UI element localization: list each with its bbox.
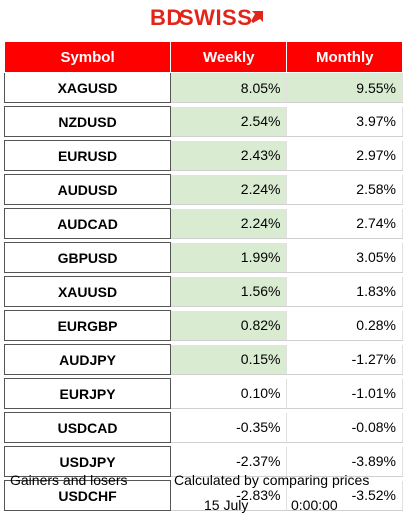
weekly-change-cell: -0.35% bbox=[170, 412, 288, 443]
footer-calculation-note: Calculated by comparing prices bbox=[174, 472, 370, 488]
row-spacer-cell bbox=[4, 170, 403, 175]
table-row: AUDUSD 2.24% 2.58% bbox=[3, 174, 403, 205]
weekly-change-cell: 1.99% bbox=[170, 242, 288, 273]
row-spacer-cell bbox=[4, 476, 403, 481]
footer-time: 0:00:00 bbox=[291, 497, 338, 513]
row-spacer bbox=[4, 170, 403, 175]
symbol-cell: USDCHF bbox=[3, 480, 172, 511]
row-spacer bbox=[4, 340, 403, 345]
row-spacer bbox=[4, 272, 403, 277]
monthly-change-cell: -3.89% bbox=[286, 446, 403, 477]
row-spacer bbox=[4, 306, 403, 311]
table-row: USDJPY -2.37% -3.89% bbox=[3, 446, 403, 477]
table-row: XAGUSD 8.05% 9.55% bbox=[3, 72, 403, 103]
monthly-change-cell: 1.83% bbox=[286, 276, 403, 307]
monthly-change-cell: -1.27% bbox=[286, 344, 403, 375]
logo-text-bd: BD bbox=[150, 5, 183, 30]
row-spacer-cell bbox=[4, 102, 403, 107]
symbol-cell: AUDCAD bbox=[3, 208, 172, 239]
row-spacer-cell bbox=[4, 238, 403, 243]
monthly-change-cell: -3.52% bbox=[286, 480, 403, 511]
row-spacer bbox=[4, 238, 403, 243]
row-spacer-cell bbox=[4, 374, 403, 379]
monthly-change-cell: 2.74% bbox=[286, 208, 403, 239]
weekly-change-cell: 2.24% bbox=[170, 174, 288, 205]
weekly-change-cell: 8.05% bbox=[170, 72, 288, 103]
footer-gainers-losers: Gainers and losers bbox=[10, 472, 128, 488]
table-header-row: Symbol Weekly Monthly bbox=[3, 41, 403, 73]
row-spacer-cell bbox=[4, 136, 403, 141]
table-row: EURJPY 0.10% -1.01% bbox=[3, 378, 403, 409]
monthly-change-cell: 2.97% bbox=[286, 140, 403, 171]
symbol-cell: USDJPY bbox=[3, 446, 172, 477]
row-spacer bbox=[4, 374, 403, 379]
bdswiss-logo: BD SWISS bbox=[150, 4, 270, 32]
table-row: EURUSD 2.43% 2.97% bbox=[3, 140, 403, 171]
row-spacer-cell bbox=[4, 340, 403, 345]
row-spacer bbox=[4, 476, 403, 481]
row-spacer bbox=[4, 204, 403, 209]
fx-performance-table: Symbol Weekly Monthly XAGUSD 8.05% 9.55% NZ… bbox=[3, 41, 403, 511]
table-row: AUDJPY 0.15% -1.27% bbox=[3, 344, 403, 375]
monthly-change-cell: -1.01% bbox=[286, 378, 403, 409]
table-row: EURGBP 0.82% 0.28% bbox=[3, 310, 403, 341]
row-spacer-cell bbox=[4, 408, 403, 413]
row-spacer bbox=[4, 408, 403, 413]
symbol-cell: AUDJPY bbox=[3, 344, 172, 375]
table-row: USDCHF -2.83% -3.52% bbox=[3, 480, 403, 511]
row-spacer bbox=[4, 442, 403, 447]
symbol-cell: XAGUSD bbox=[3, 72, 172, 103]
row-spacer-cell bbox=[4, 204, 403, 209]
header-weekly: Weekly bbox=[170, 41, 288, 73]
table-body: XAGUSD 8.05% 9.55% NZDUSD 2.54% 3.97% EURUSD 2.… bbox=[3, 72, 403, 511]
header-monthly: Monthly bbox=[286, 41, 403, 73]
table-row: AUDCAD 2.24% 2.74% bbox=[3, 208, 403, 239]
row-spacer bbox=[4, 102, 403, 107]
weekly-change-cell: 2.24% bbox=[170, 208, 288, 239]
table-row: USDCAD -0.35% -0.08% bbox=[3, 412, 403, 443]
row-spacer-cell bbox=[4, 272, 403, 277]
row-spacer-cell bbox=[4, 442, 403, 447]
weekly-change-cell: 1.56% bbox=[170, 276, 288, 307]
row-spacer-cell bbox=[4, 306, 403, 311]
symbol-cell: GBPUSD bbox=[3, 242, 172, 273]
monthly-change-cell: 3.97% bbox=[286, 106, 403, 137]
weekly-change-cell: 2.54% bbox=[170, 106, 288, 137]
weekly-change-cell: 2.43% bbox=[170, 140, 288, 171]
table-row: NZDUSD 2.54% 3.97% bbox=[3, 106, 403, 137]
symbol-cell: EURGBP bbox=[3, 310, 172, 341]
symbol-cell: EURJPY bbox=[3, 378, 172, 409]
header-symbol: Symbol bbox=[3, 41, 172, 73]
symbol-cell: XAUUSD bbox=[3, 276, 172, 307]
table-row: GBPUSD 1.99% 3.05% bbox=[3, 242, 403, 273]
weekly-change-cell: -2.83% bbox=[170, 480, 288, 511]
monthly-change-cell: 3.05% bbox=[286, 242, 403, 273]
symbol-cell: USDCAD bbox=[3, 412, 172, 443]
weekly-change-cell: 0.15% bbox=[170, 344, 288, 375]
weekly-change-cell: 0.10% bbox=[170, 378, 288, 409]
monthly-change-cell: 9.55% bbox=[286, 72, 403, 103]
symbol-cell: EURUSD bbox=[3, 140, 172, 171]
weekly-change-cell: 0.82% bbox=[170, 310, 288, 341]
weekly-change-cell: -2.37% bbox=[170, 446, 288, 477]
symbol-cell: AUDUSD bbox=[3, 174, 172, 205]
monthly-change-cell: -0.08% bbox=[286, 412, 403, 443]
monthly-change-cell: 2.58% bbox=[286, 174, 403, 205]
monthly-change-cell: 0.28% bbox=[286, 310, 403, 341]
footer-date: 15 July bbox=[204, 497, 249, 513]
table-row: XAUUSD 1.56% 1.83% bbox=[3, 276, 403, 307]
symbol-cell: NZDUSD bbox=[3, 106, 172, 137]
logo-text-swiss: SWISS bbox=[179, 5, 253, 30]
row-spacer bbox=[4, 136, 403, 141]
logo-arrow-icon bbox=[251, 11, 263, 23]
